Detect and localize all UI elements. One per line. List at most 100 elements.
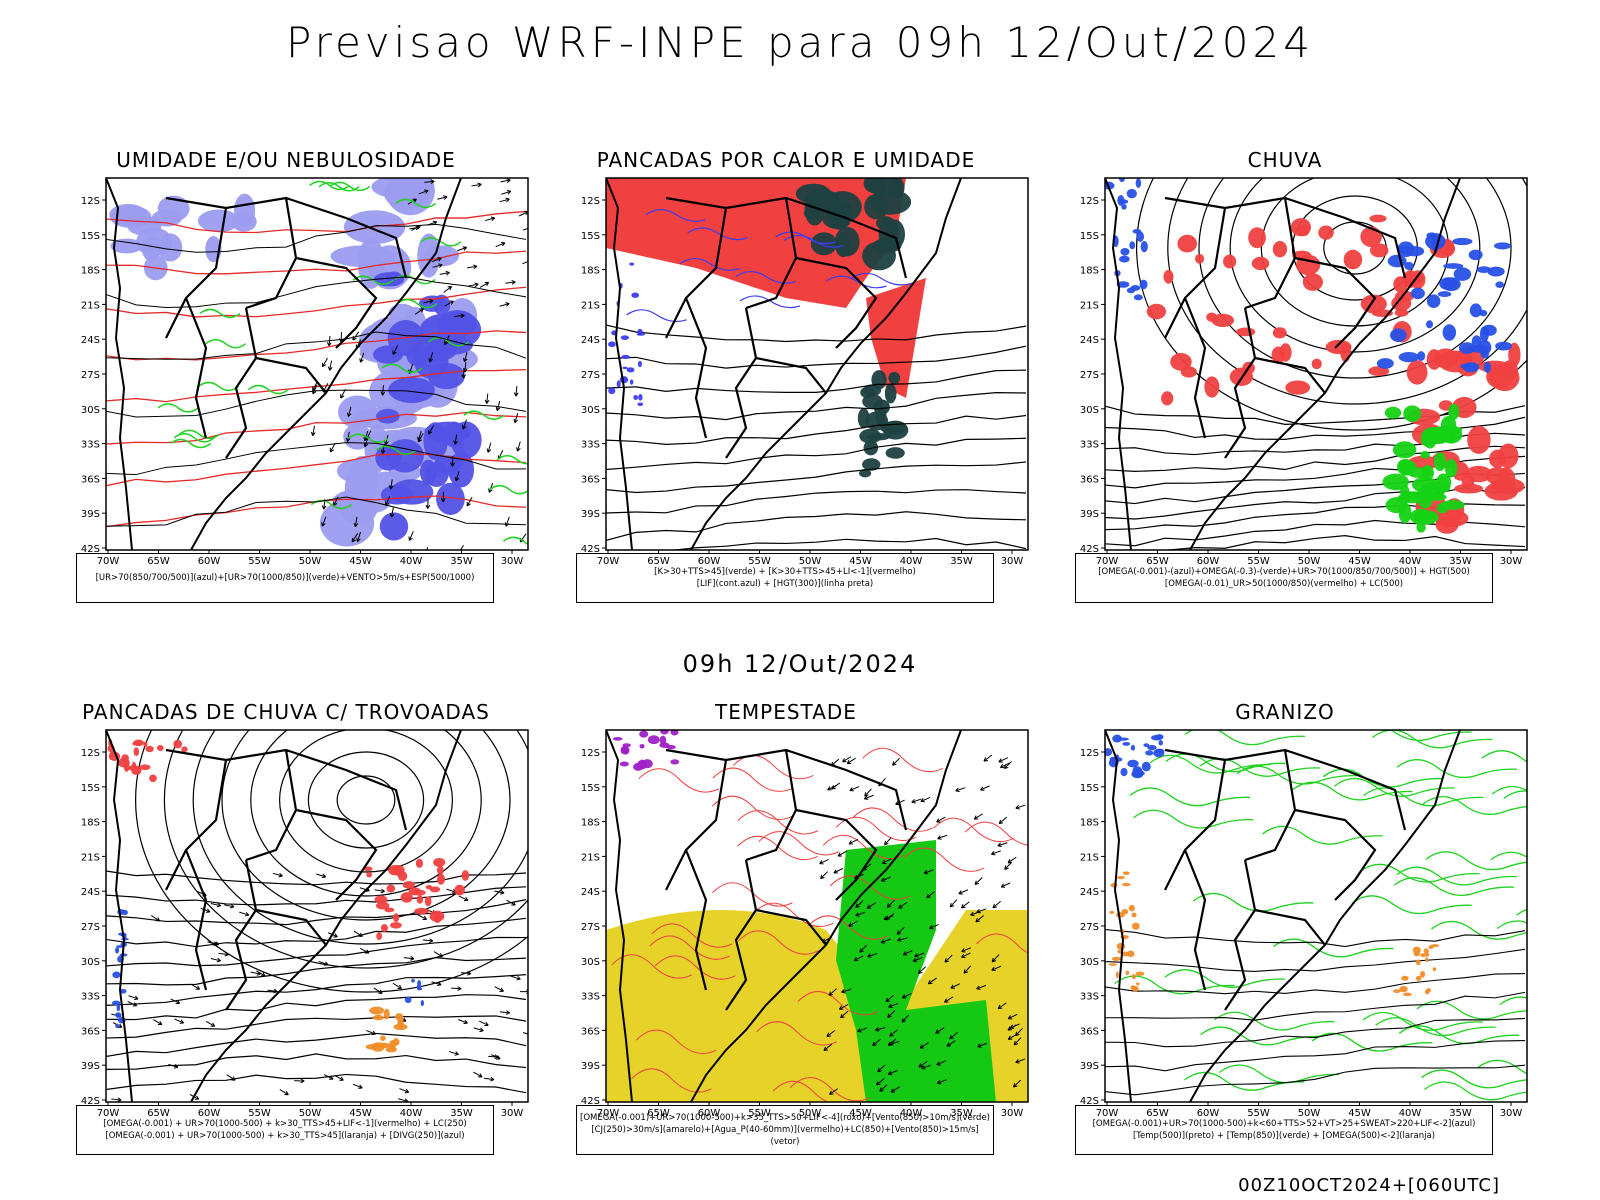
lon-tick-label: 70W: [1096, 1108, 1119, 1119]
lon-tick-label: 70W: [597, 556, 620, 567]
panel-title: CHUVA: [1247, 148, 1323, 172]
lat-tick-label: 24S: [1080, 335, 1099, 346]
lon-tick-label: 55W: [248, 556, 271, 567]
lon-tick-label: 55W: [1247, 556, 1270, 567]
panel-legend: [OMEGA(-0.001)-(azul)+OMEGA(-0.3)-(verde…: [1075, 553, 1493, 603]
lat-tick-label: 30S: [1080, 405, 1099, 416]
lat-tick-label: 15S: [1080, 783, 1099, 794]
lon-tick-label: 35W: [450, 556, 473, 567]
legend-line: [OMEGA(-0.01)_UR>50(1000/850)(vermelho) …: [1164, 579, 1404, 589]
lat-tick-label: 18S: [1080, 266, 1099, 277]
lon-tick-label: 60W: [698, 1108, 721, 1119]
panel-umidade: UMIDADE E/OU NEBULOSIDADE 12S 15S 18S 21S 24S…: [76, 148, 529, 618]
lat-tick-label: 18S: [81, 818, 100, 829]
lat-tick-label: 33S: [1080, 440, 1099, 451]
lat-tick-label: 30S: [81, 957, 100, 968]
lat-tick-label: 30S: [581, 405, 600, 416]
lat-tick-label: 12S: [81, 196, 100, 207]
lat-tick-label: 33S: [81, 992, 100, 1003]
lat-tick-label: 24S: [81, 887, 100, 898]
lon-tick-label: 55W: [748, 1108, 771, 1119]
lat-tick-label: 21S: [81, 852, 100, 863]
lon-tick-label: 45W: [849, 1108, 872, 1119]
lon-tick-label: 60W: [698, 556, 721, 567]
lat-tick-label: 36S: [1080, 1026, 1099, 1037]
panel-title: PANCADAS POR CALOR E UMIDADE: [596, 148, 976, 172]
lat-tick-label: 18S: [81, 266, 100, 277]
legend-line: [CJ(250)>30m/s](amarelo)+[Agua_P(40-60mm…: [591, 1125, 979, 1147]
panel-chuva: CHUVA 12S 15S 18S 21S 24S 27S 30S 33S 36S 39S 42S 70…: [1075, 148, 1528, 618]
lat-tick-label: 12S: [581, 748, 600, 759]
lat-tick-label: 30S: [81, 405, 100, 416]
lat-tick-label: 12S: [581, 196, 600, 207]
lat-tick-label: 21S: [581, 300, 600, 311]
lat-tick-label: 21S: [1080, 852, 1099, 863]
lat-tick-label: 21S: [1080, 300, 1099, 311]
panel-legend: [OMEGA(-0.001)+UR>70(1000-500)+k>35_TTS>…: [576, 1105, 994, 1155]
lat-tick-label: 27S: [1080, 922, 1099, 933]
lon-tick-label: 40W: [900, 1108, 923, 1119]
lat-tick-label: 42S: [81, 544, 100, 555]
lat-tick-label: 15S: [581, 231, 600, 242]
lon-tick-label: 35W: [950, 556, 973, 567]
lon-tick-label: 60W: [1197, 556, 1220, 567]
lon-tick-label: 30W: [501, 1108, 524, 1119]
lat-tick-label: 12S: [81, 748, 100, 759]
legend-line: [LIF](cont.azul) + [HGT(300)](linha pret…: [696, 579, 874, 589]
legend-line: [Temp(500)](preto) + [Temp(850)](verde) …: [1132, 1131, 1436, 1141]
lat-tick-label: 30S: [581, 957, 600, 968]
lat-tick-label: 36S: [1080, 474, 1099, 485]
lon-tick-label: 35W: [950, 1108, 973, 1119]
lat-tick-label: 30S: [1080, 957, 1099, 968]
lat-tick-label: 33S: [581, 440, 600, 451]
panel-granizo: GRANIZO 12S 15S 18S 21S 24S 27S 30S 33S 36S 39S 42S…: [1075, 700, 1528, 1170]
panel-tempestade: TEMPESTADE 12S 15S 18S 21S 24S 27S 30S 33S 36S 39S…: [576, 700, 1029, 1170]
lat-tick-label: 24S: [581, 335, 600, 346]
lon-tick-label: 60W: [1197, 1108, 1220, 1119]
lon-tick-label: 65W: [1146, 1108, 1169, 1119]
lon-tick-label: 70W: [597, 1108, 620, 1119]
lon-tick-label: 30W: [1001, 1108, 1024, 1119]
lon-tick-label: 35W: [1449, 556, 1472, 567]
lat-tick-label: 12S: [1080, 748, 1099, 759]
lat-tick-label: 39S: [581, 1061, 600, 1072]
lat-tick-label: 39S: [1080, 1061, 1099, 1072]
legend-line: [K>30+TTS>45](verde) + [K>30+TTS>45+LI<-…: [654, 567, 916, 577]
lat-tick-label: 24S: [81, 335, 100, 346]
lon-tick-label: 40W: [1399, 556, 1422, 567]
lon-tick-label: 50W: [1298, 556, 1321, 567]
lat-tick-label: 36S: [581, 474, 600, 485]
lon-tick-label: 45W: [1348, 556, 1371, 567]
lat-tick-label: 33S: [1080, 992, 1099, 1003]
lat-tick-label: 15S: [1080, 231, 1099, 242]
legend-line: [OMEGA(-0.001)+UR>70(1000-500)+k>35_TTS>…: [580, 1113, 990, 1123]
run-timestamp: 00Z10OCT2024+[060UTC]: [1238, 1175, 1500, 1196]
lon-tick-label: 70W: [97, 556, 120, 567]
lat-tick-label: 18S: [1080, 818, 1099, 829]
lat-tick-label: 21S: [81, 300, 100, 311]
lat-tick-label: 33S: [81, 440, 100, 451]
panel-pancadas-calor: PANCADAS POR CALOR E UMIDADE 12S 15S 18S 21S…: [576, 148, 1029, 618]
lat-tick-label: 36S: [581, 1026, 600, 1037]
legend-line: [OMEGA(-0.001)+UR>70(1000-500)+k<60+TTS>…: [1092, 1119, 1476, 1129]
lat-tick-label: 24S: [1080, 887, 1099, 898]
lon-tick-label: 60W: [198, 1108, 221, 1119]
legend-line: [UR>70(850/700/500)](azul)+[UR>70(1000/8…: [95, 573, 475, 583]
lon-tick-label: 55W: [748, 556, 771, 567]
lon-tick-label: 35W: [450, 1108, 473, 1119]
lat-tick-label: 15S: [81, 231, 100, 242]
lon-tick-label: 65W: [647, 1108, 670, 1119]
map-frame: [605, 177, 1029, 551]
lon-tick-label: 30W: [1500, 556, 1523, 567]
panel-title: PANCADAS DE CHUVA C/ TROVOADAS: [82, 700, 490, 724]
subtitle-date: 09h 12/Out/2024: [682, 650, 918, 678]
lat-tick-label: 15S: [581, 783, 600, 794]
lat-tick-label: 39S: [81, 1061, 100, 1072]
lon-tick-label: 50W: [799, 1108, 822, 1119]
